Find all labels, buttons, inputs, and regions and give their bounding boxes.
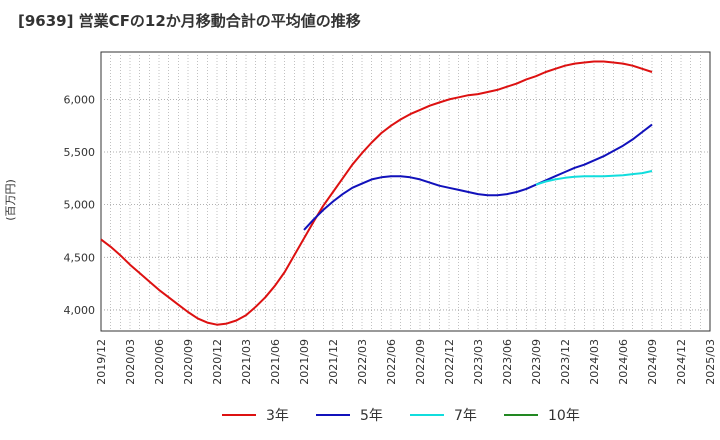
x-tick-label: 2021/03 — [240, 339, 253, 385]
series-line — [100, 60, 653, 326]
x-tick-label: 2021/12 — [327, 339, 340, 385]
x-tick-label: 2024/12 — [675, 339, 688, 385]
legend: 3年 5年 7年 10年 — [0, 400, 720, 430]
x-tick-label: 2024/03 — [588, 339, 601, 385]
chart-title: [9639] 営業CFの12か月移動合計の平均値の推移 — [18, 12, 361, 30]
legend-label: 5年 — [360, 408, 383, 424]
y-tick-label: 4,500 — [64, 251, 96, 264]
y-tick-label: 5,000 — [64, 199, 96, 212]
legend-item: 7年 — [410, 404, 477, 426]
x-tick-label: 2022/03 — [356, 339, 369, 385]
x-tick-label: 2023/03 — [472, 339, 485, 385]
series-line — [303, 123, 653, 231]
x-tick-label: 2020/09 — [182, 339, 195, 385]
x-tick-label: 2024/09 — [646, 339, 659, 385]
y-axis-label: (百万円) — [4, 179, 17, 221]
series-line — [535, 170, 653, 186]
horizontal-gridlines — [101, 98, 710, 311]
legend-swatch — [316, 414, 350, 416]
legend-label: 10年 — [548, 408, 580, 424]
x-tick-label: 2023/06 — [501, 339, 514, 385]
legend-label: 7年 — [454, 408, 477, 424]
x-tick-label: 2020/03 — [124, 339, 137, 385]
legend-item: 10年 — [504, 404, 580, 426]
legend-swatch — [410, 414, 444, 416]
y-tick-label: 4,000 — [64, 304, 96, 317]
x-tick-label: 2023/09 — [530, 339, 543, 385]
x-tick-label: 2022/09 — [414, 339, 427, 385]
x-tick-label: 2020/12 — [211, 339, 224, 385]
y-axis-ticks: 4,000 4,500 5,000 5,500 6,000 — [64, 93, 96, 317]
x-tick-label: 2022/06 — [385, 339, 398, 385]
x-tick-label: 2022/12 — [443, 339, 456, 385]
x-tick-label: 2023/12 — [559, 339, 572, 385]
legend-swatch — [222, 414, 256, 416]
y-tick-label: 5,500 — [64, 146, 96, 159]
series-layer — [100, 60, 653, 326]
x-tick-label: 2025/03 — [704, 339, 717, 385]
x-tick-label: 2020/06 — [153, 339, 166, 385]
legend-swatch — [504, 414, 538, 416]
legend-label: 3年 — [266, 408, 289, 424]
x-axis-ticks: 2019/12 2020/03 2020/06 2020/09 2020/12 2021/… — [95, 339, 717, 385]
x-tick-label: 2024/06 — [617, 339, 630, 385]
legend-item: 3年 — [222, 404, 289, 426]
x-tick-label: 2021/09 — [298, 339, 311, 385]
y-tick-label: 6,000 — [64, 93, 96, 106]
plot-area — [100, 51, 711, 332]
x-tick-label: 2019/12 — [95, 339, 108, 385]
legend-item: 5年 — [316, 404, 383, 426]
x-tick-label: 2021/06 — [269, 339, 282, 385]
